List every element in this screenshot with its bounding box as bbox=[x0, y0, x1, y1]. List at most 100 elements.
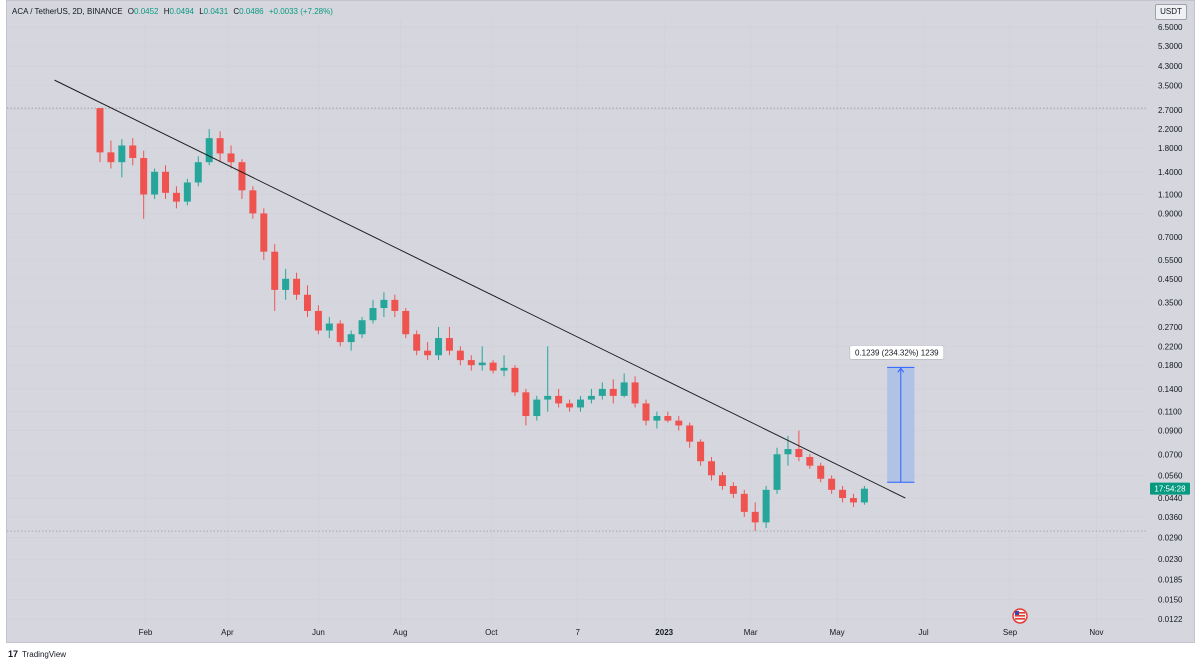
candle-body bbox=[369, 308, 377, 321]
candle-body bbox=[533, 399, 541, 417]
x-tick-label: Feb bbox=[139, 628, 153, 637]
candle-body bbox=[675, 420, 683, 426]
candle-body bbox=[303, 294, 311, 311]
measure-label-box bbox=[849, 345, 945, 360]
candle-body bbox=[151, 171, 159, 195]
candle-body bbox=[314, 310, 322, 331]
candle-body bbox=[817, 465, 825, 479]
price-tag-box bbox=[1150, 482, 1190, 495]
candles-layer bbox=[96, 108, 868, 532]
y-tick-label: 0.3500 bbox=[1158, 298, 1183, 307]
candle-body bbox=[751, 511, 759, 523]
candle-body bbox=[456, 350, 464, 361]
candle-body bbox=[271, 251, 279, 290]
chart-panel[interactable] bbox=[6, 0, 1195, 643]
currency-button[interactable]: USDT bbox=[1155, 4, 1187, 20]
x-tick-label: Nov bbox=[1089, 628, 1103, 637]
high-label: H bbox=[163, 7, 170, 16]
dotted-levels bbox=[7, 107, 1146, 532]
high-value: 0.0494 bbox=[169, 7, 194, 16]
y-tick-label: 2.7000 bbox=[1158, 106, 1183, 115]
candle-body bbox=[96, 108, 104, 153]
close-label: C bbox=[233, 7, 240, 16]
low-value: 0.0431 bbox=[203, 7, 229, 16]
y-tick-label: 1.1000 bbox=[1158, 191, 1183, 200]
x-tick-label: Jun bbox=[312, 628, 325, 637]
candle-body bbox=[358, 320, 366, 335]
candle-body bbox=[697, 441, 705, 462]
candle-body bbox=[118, 145, 126, 163]
open-label: O bbox=[127, 7, 135, 16]
candle-body bbox=[325, 323, 333, 331]
y-tick-label: 0.7000 bbox=[1158, 233, 1183, 242]
candle-body bbox=[631, 382, 639, 404]
candle-body bbox=[544, 395, 552, 400]
y-tick-label: 3.5000 bbox=[1158, 81, 1183, 90]
candle-body bbox=[729, 485, 737, 494]
y-tick-label: 0.1800 bbox=[1158, 361, 1183, 370]
x-tick-label: 7 bbox=[576, 628, 581, 637]
candle-body bbox=[860, 488, 868, 503]
candle-body bbox=[347, 334, 355, 343]
candle-body bbox=[740, 493, 748, 512]
candle-body bbox=[435, 338, 443, 356]
y-tick-label: 2.2000 bbox=[1158, 125, 1183, 134]
candle-body bbox=[849, 498, 857, 503]
x-tick-label: Jul bbox=[918, 628, 928, 637]
y-tick-label: 0.0360 bbox=[1158, 513, 1183, 522]
candle-body bbox=[467, 360, 475, 366]
candle-body bbox=[391, 299, 399, 311]
candle-body bbox=[336, 323, 344, 343]
candle-body bbox=[216, 138, 224, 154]
candle-body bbox=[708, 461, 716, 476]
x-tick-label: Aug bbox=[393, 628, 407, 637]
candle-body bbox=[172, 192, 180, 202]
y-tick-label: 0.0290 bbox=[1158, 533, 1183, 542]
candle-body bbox=[522, 392, 530, 417]
candle-body bbox=[555, 395, 563, 404]
candle-body bbox=[828, 478, 836, 490]
measure-tool[interactable]: 0.1239 (234.32%) 1239 bbox=[849, 345, 945, 483]
open-value: 0.0452 bbox=[134, 7, 159, 16]
candle-body bbox=[249, 190, 257, 214]
candle-body bbox=[587, 395, 595, 400]
measure-arrow-head bbox=[897, 367, 905, 373]
y-tick-label: 0.0185 bbox=[1158, 576, 1183, 585]
measure-label: 0.1239 (234.32%) 1239 bbox=[855, 348, 939, 357]
footer-branding[interactable]: 17 TradingView bbox=[8, 647, 66, 661]
candle-body bbox=[839, 489, 847, 499]
y-tick-label: 5.3000 bbox=[1158, 42, 1183, 51]
candle-body bbox=[282, 278, 290, 290]
symbol-header: ACA / TetherUS, 2D, BINANCE O0.0452 H0.0… bbox=[12, 6, 333, 18]
low-label: L bbox=[199, 7, 204, 16]
candle-body bbox=[784, 449, 792, 455]
trendline[interactable] bbox=[54, 79, 906, 499]
y-tick-label: 0.0230 bbox=[1158, 555, 1183, 564]
x-tick-label: Mar bbox=[744, 628, 758, 637]
y-tick-label: 1.8000 bbox=[1158, 144, 1183, 153]
change-value: +0.0033 (+7.28%) bbox=[268, 7, 333, 16]
close-value: 0.0486 bbox=[239, 7, 264, 16]
brand-name: TradingView bbox=[22, 650, 67, 659]
y-tick-label: 0.0122 bbox=[1158, 615, 1183, 624]
y-tick-label: 0.0150 bbox=[1158, 596, 1183, 605]
x-tick-label: Apr bbox=[221, 628, 234, 637]
candle-body bbox=[762, 489, 770, 523]
candle-body bbox=[500, 367, 508, 371]
y-tick-label: 0.2700 bbox=[1158, 323, 1183, 332]
candle-body bbox=[445, 338, 453, 351]
us-flag-icon bbox=[1012, 608, 1028, 624]
symbol-name[interactable]: ACA / TetherUS, 2D, BINANCE bbox=[12, 7, 123, 16]
tradingview-logo-icon: 17 bbox=[8, 649, 19, 659]
candle-body bbox=[795, 449, 803, 457]
x-tick-label: 2023 bbox=[655, 628, 673, 637]
candle-body bbox=[413, 334, 421, 351]
x-tick-label: Sep bbox=[1003, 628, 1018, 637]
y-tick-label: 1.4000 bbox=[1158, 168, 1183, 177]
candle-body bbox=[380, 299, 388, 309]
grid-layer bbox=[7, 20, 1146, 625]
y-tick-label: 0.0700 bbox=[1158, 450, 1183, 459]
y-tick-label: 0.9000 bbox=[1158, 209, 1183, 218]
price-tag: 17:54:28 bbox=[1150, 482, 1190, 495]
